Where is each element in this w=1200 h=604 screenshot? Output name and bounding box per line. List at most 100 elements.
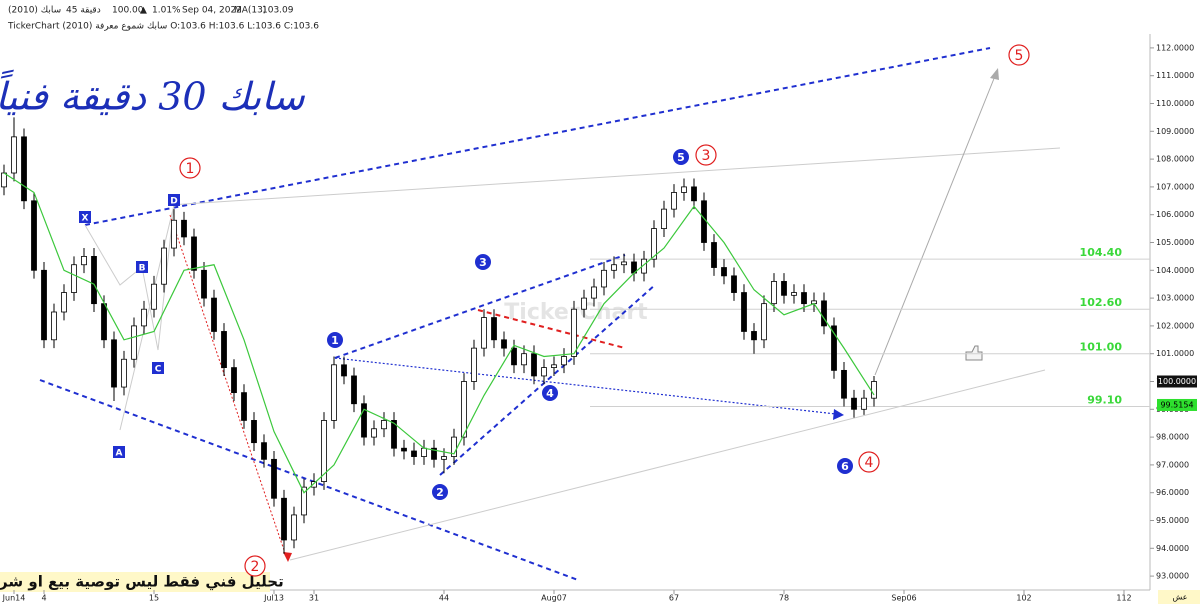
candle-body [131,325,137,360]
trend-line [289,369,1046,561]
candle-body [291,514,297,541]
x-tick-label: 78 [779,594,789,603]
wedge-bottom [439,284,656,476]
candle-body [351,375,357,405]
candle-body [591,286,597,299]
candle-body [581,297,587,310]
candle-body [621,261,627,266]
pattern-lines [84,204,175,431]
candle-body [171,219,177,249]
pattern-marker [136,261,148,273]
candle-body [201,269,207,299]
candle-body [851,397,857,410]
header-ma-value: 103.09 [262,6,294,16]
candle-body [571,308,577,357]
x-tick-label: Jun14 [2,594,26,603]
candle-body [11,136,17,174]
candle-body [151,283,157,310]
candle-body [691,186,697,202]
y-tick-label: 96.0000 [1156,488,1189,497]
wave-marker [837,458,853,474]
candle-body [651,228,657,260]
level-label: 102.60 [1080,296,1123,309]
y-tick-label: 106.0000 [1156,210,1194,219]
ma-line [3,172,875,494]
pattern-label: A [116,449,123,459]
header-ohlc: TickerChart سابك شموع معرفة (2010) O:103… [7,22,319,32]
candle-body [661,208,667,229]
candle-body [251,420,257,444]
wave-label: 5 [677,151,685,164]
candle-body [681,186,687,193]
wave-label: 4 [546,387,554,400]
y-tick-label: 104.0000 [1156,266,1194,275]
candle-body [871,381,877,399]
candle-body [501,339,507,349]
candle-body [551,364,557,369]
header-change: 1.01% [152,6,181,16]
y-tick-label: 101.0000 [1156,349,1194,358]
header-ma: MA(13) [234,6,266,16]
trend-line [169,147,1061,206]
title: سابك 30 دقيقة فنياً [0,69,306,118]
red-line [477,309,626,349]
candle-body [141,308,147,327]
ma-price-label: 99.5154 [1160,400,1193,409]
y-tick-label: 94.0000 [1156,544,1189,553]
candle-body [61,292,67,313]
header-interval: 45 دقيقة [66,6,101,16]
x-tick-label: 31 [309,594,319,603]
y-tick-label: 102.0000 [1156,321,1194,330]
corner-bg [1158,590,1200,604]
candle-body [321,420,327,482]
x-tick-label: Aug07 [541,594,567,603]
level-label: 99.10 [1087,394,1122,407]
pattern-label: D [170,197,177,207]
level-label: 104.40 [1080,246,1123,259]
wave-label: 3 [702,148,711,164]
candle-body [191,236,197,271]
y-tick-label: 105.0000 [1156,238,1194,247]
wave-marker [673,149,689,165]
candle-body [161,247,167,285]
header-price: 100.00 [112,6,144,16]
candle-body [541,367,547,377]
pattern-marker [113,446,125,458]
wave-marker [179,157,201,179]
candle-body [331,364,337,421]
wave-marker [244,555,266,577]
thumb-icon [965,345,983,361]
x-tick-label: 44 [439,594,449,603]
x-tick-label: 67 [669,594,679,603]
header-symbol: سابك (2010) [8,6,61,16]
y-tick-label: 103.0000 [1156,294,1194,303]
candle-body [771,281,777,305]
wave-marker [542,385,558,401]
wave-label: 3 [479,256,487,269]
candle-body [241,392,247,421]
candle-body [401,447,407,452]
candle-body [791,292,797,296]
y-tick-label: 97.0000 [1156,460,1189,469]
candle-body [531,353,537,377]
candle-body [211,297,217,332]
wave-label: 4 [865,455,874,471]
candle-body [761,303,767,341]
candle-body [471,347,477,382]
candle-body [101,303,107,341]
corner-label: عش [1173,593,1188,602]
candle-body [221,331,227,368]
candle-body [801,292,807,305]
candle-body [491,317,497,341]
candle-body [521,353,527,366]
candle-body [121,358,127,388]
candle-body [271,458,277,499]
y-tick-label: 93.0000 [1156,572,1189,581]
candle-body [411,450,417,457]
candle-body [391,420,397,449]
header-arrow: ▲ [140,6,147,16]
candle-body [781,281,787,296]
drawings [39,47,1061,581]
candle-body [421,447,427,457]
